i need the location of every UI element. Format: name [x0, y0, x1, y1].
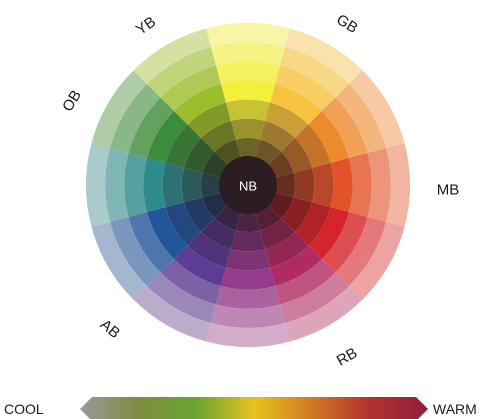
hue-green-ring-6: [110, 83, 161, 153]
hue-teal-ring-4: [143, 157, 166, 213]
hue-teal-ring-5: [124, 152, 147, 218]
hue-blue-ring-3: [165, 202, 202, 246]
hue-orange-ring-4: [308, 111, 350, 163]
hue-yellow-ring-6: [211, 42, 285, 66]
hue-yellow-green-ring-5: [160, 65, 221, 112]
hue-orange-ring-2: [281, 138, 313, 173]
hue-blue-ring-6: [110, 217, 161, 287]
hue-red-ring-6: [335, 217, 386, 287]
hue-red-orange-ring-4: [330, 157, 353, 213]
hue-purple-red-ring-5: [215, 286, 281, 309]
hue-green-ring-7: [91, 70, 147, 149]
hue-yellow-ring-7: [206, 23, 290, 48]
hue-green-ring-3: [165, 124, 202, 168]
center-neutral: [219, 156, 277, 214]
hue-yellow-green-ring-6: [146, 47, 216, 98]
hue-magenta-ring-7: [284, 286, 363, 342]
hue-red-ring-4: [308, 207, 350, 259]
hue-red-ring-5: [321, 212, 368, 273]
hue-violet-ring-3: [187, 231, 231, 268]
hue-yellow-orange-ring-5: [275, 65, 336, 112]
hue-red-orange-ring-6: [367, 148, 391, 222]
hue-yellow-orange-ring-3: [265, 102, 309, 139]
hue-red-orange-ring-2: [293, 167, 315, 203]
hue-red-ring-2: [281, 197, 313, 232]
center-label: NB: [239, 179, 257, 194]
hue-violet-ring-4: [174, 245, 226, 287]
hue-green-ring-5: [128, 97, 175, 158]
hue-green-ring-2: [183, 138, 215, 173]
hue-yellow-ring-1: [235, 137, 261, 158]
segment-label-ob: OB: [59, 87, 85, 114]
hue-red-orange-ring-7: [385, 143, 410, 227]
hue-blue-ring-5: [128, 212, 175, 273]
hue-teal-ring-7: [86, 143, 111, 227]
hue-yellow-ring-4: [220, 80, 276, 103]
cool-warm-arrow: [80, 397, 428, 419]
hue-yellow-ring-3: [225, 99, 271, 121]
hue-magenta-ring-2: [260, 218, 295, 250]
hue-teal-ring-6: [105, 148, 129, 222]
hue-blue-ring-1: [202, 192, 229, 219]
hue-yellow-green-ring-7: [133, 28, 212, 84]
hue-violet-ring-1: [214, 204, 241, 231]
hue-purple-red-ring-4: [220, 267, 276, 290]
hue-magenta-ring-4: [270, 245, 322, 287]
hue-red-ring-7: [349, 221, 405, 300]
hue-yellow-ring-5: [215, 61, 281, 84]
temperature-scale: COOL WARM: [4, 397, 477, 419]
hue-yellow-green-ring-4: [174, 83, 226, 125]
hue-blue-ring-7: [91, 221, 147, 300]
hue-yellow-ring-2: [230, 118, 266, 140]
hue-green-ring-1: [202, 151, 229, 178]
hue-magenta-ring-1: [255, 204, 282, 231]
segment-label-ab: AB: [97, 316, 123, 342]
hue-yellow-orange-ring-1: [255, 139, 282, 166]
hue-yellow-green-ring-1: [214, 139, 241, 166]
hue-magenta-ring-3: [265, 231, 309, 268]
hue-red-ring-1: [267, 192, 294, 219]
segment-label-gb: GB: [333, 11, 360, 37]
cool-label: COOL: [4, 401, 44, 417]
warm-label: WARM: [433, 401, 477, 417]
hue-purple-red-ring-3: [225, 249, 271, 271]
hue-red-orange-ring-5: [349, 152, 372, 218]
hue-green-ring-4: [146, 111, 188, 163]
hue-yellow-green-ring-3: [187, 102, 231, 139]
segment-label-rb: RB: [334, 344, 361, 369]
hue-blue-ring-4: [146, 207, 188, 259]
hue-yellow-green-ring-2: [201, 120, 236, 152]
hue-yellow-orange-ring-7: [284, 28, 363, 84]
hue-violet-ring-7: [133, 286, 212, 342]
hue-magenta-ring-6: [280, 272, 350, 323]
hue-yellow-orange-ring-6: [280, 47, 350, 98]
hue-red-orange-ring-1: [275, 172, 296, 198]
hue-orange-ring-3: [294, 124, 331, 168]
segment-label-yb: YB: [133, 13, 159, 38]
hue-teal-ring-2: [181, 167, 203, 203]
hue-purple-red-ring-7: [206, 322, 290, 347]
hue-orange-ring-6: [335, 83, 386, 153]
hue-teal-ring-3: [162, 162, 184, 208]
hue-purple-red-ring-1: [235, 212, 261, 233]
hue-purple-red-ring-2: [230, 230, 266, 252]
hue-magenta-ring-5: [275, 258, 336, 305]
hue-teal-ring-1: [200, 172, 221, 198]
hue-yellow-orange-ring-2: [260, 120, 295, 152]
hue-orange-ring-5: [321, 97, 368, 158]
segment-label-mb: MB: [437, 182, 460, 199]
hue-blue-ring-2: [183, 197, 215, 232]
hue-yellow-orange-ring-4: [270, 83, 322, 125]
hue-violet-ring-6: [146, 272, 216, 323]
color-wheel: [86, 23, 410, 347]
hue-violet-ring-2: [201, 218, 236, 250]
hue-orange-ring-7: [349, 70, 405, 149]
hue-orange-ring-1: [267, 151, 294, 178]
hue-red-ring-3: [294, 202, 331, 246]
hue-purple-red-ring-6: [211, 304, 285, 328]
hue-red-orange-ring-3: [312, 162, 334, 208]
hue-violet-ring-5: [160, 258, 221, 305]
